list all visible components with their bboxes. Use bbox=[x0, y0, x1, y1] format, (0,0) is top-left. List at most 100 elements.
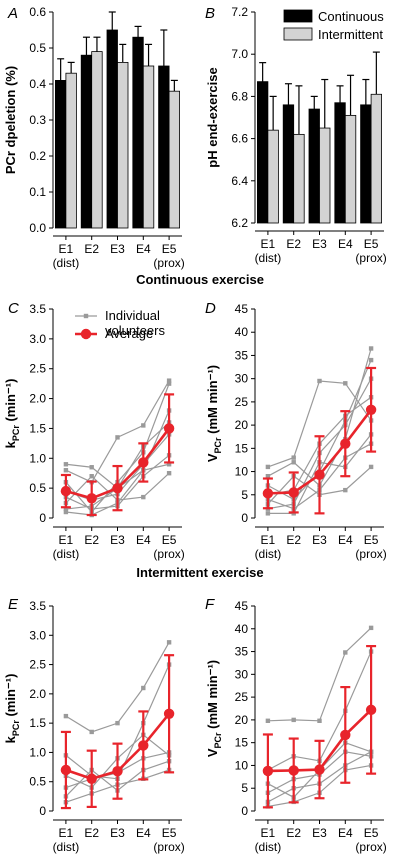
x-tick-label: E1 bbox=[59, 242, 74, 256]
average-point bbox=[365, 404, 377, 415]
x-tick-sublabel: (dist) bbox=[255, 251, 282, 265]
average-point bbox=[288, 487, 299, 498]
x-tick-label: E1 bbox=[261, 826, 276, 840]
bar-continuous bbox=[256, 81, 269, 224]
x-tick-label: E1 bbox=[59, 533, 74, 547]
y-tick-label: 40 bbox=[235, 325, 249, 339]
bar-continuous bbox=[360, 104, 372, 224]
legend-marker-individual bbox=[83, 313, 89, 319]
average-point bbox=[262, 765, 274, 777]
x-tick-label: E2 bbox=[286, 533, 301, 547]
bar-intermittent bbox=[65, 72, 77, 229]
individual-point bbox=[317, 378, 322, 384]
bar-continuous bbox=[106, 29, 118, 229]
section-title-continuous: Continuous exercise bbox=[136, 272, 264, 287]
y-tick-label: 30 bbox=[235, 372, 249, 386]
y-tick-label: 6.4 bbox=[231, 174, 248, 188]
bar-intermittent bbox=[267, 129, 279, 224]
y-tick-label: 0.2 bbox=[29, 149, 46, 163]
individual-point bbox=[166, 381, 172, 386]
y-tick-label: 35 bbox=[235, 645, 249, 659]
legend-label-individual-2: volunteers bbox=[105, 323, 165, 338]
average-point bbox=[365, 704, 377, 716]
average-point bbox=[86, 773, 97, 784]
y-tick-label: 0.5 bbox=[29, 481, 46, 495]
y-tick-label: 10 bbox=[235, 758, 249, 772]
legend-bars: Continuous Intermittent bbox=[283, 9, 384, 42]
individual-point bbox=[63, 506, 69, 512]
individual-point bbox=[265, 718, 271, 723]
individual-point bbox=[89, 465, 94, 470]
y-tick-label: 3.5 bbox=[29, 599, 46, 613]
y-tick-label: 1.0 bbox=[29, 745, 46, 759]
y-tick-label: 6.6 bbox=[231, 132, 248, 146]
bar-intermittent bbox=[370, 93, 383, 224]
panel-letter-a: A bbox=[7, 5, 18, 22]
panel-e: E 0 0.5 1.0 1.5 2.0 2.5 3.0 3.5 E1(dist) E2 E3 E4 E5(… bbox=[3, 596, 185, 854]
bar-intermittent bbox=[168, 90, 181, 229]
individual-point bbox=[89, 729, 94, 735]
bar-continuous bbox=[308, 108, 320, 224]
y-tick-label: 30 bbox=[235, 667, 249, 681]
y-tick-label: 3.0 bbox=[29, 332, 46, 346]
y-tick-label: 0 bbox=[39, 511, 46, 525]
individual-point bbox=[291, 717, 296, 723]
bar-continuous bbox=[282, 104, 295, 224]
x-tick-sublabel: (prox) bbox=[153, 547, 184, 561]
individual-point bbox=[141, 494, 146, 500]
individual-point bbox=[343, 650, 348, 655]
y-tick-label: 1.5 bbox=[29, 716, 46, 730]
bar-intermittent bbox=[344, 114, 357, 224]
individual-point bbox=[343, 381, 348, 386]
individual-point bbox=[317, 718, 322, 723]
y-axis-label: PCr dpeletion (%) bbox=[3, 66, 18, 174]
average-point bbox=[138, 740, 149, 751]
y-tick-label: 25 bbox=[235, 690, 249, 704]
individual-point bbox=[368, 346, 374, 351]
y-tick-label: 0 bbox=[241, 804, 248, 818]
individual-point bbox=[166, 462, 172, 467]
x-tick-label: E2 bbox=[286, 237, 301, 251]
x-tick-label: E2 bbox=[84, 826, 99, 840]
y-tick-label: 0.4 bbox=[29, 77, 46, 91]
x-tick-label: E4 bbox=[338, 533, 353, 547]
x-tick-label: E3 bbox=[312, 533, 327, 547]
x-tick-label: E1 bbox=[59, 826, 74, 840]
y-axis-label: VPCr (mM min⁻¹) bbox=[205, 660, 223, 757]
average-point bbox=[60, 764, 72, 776]
x-tick-label: E2 bbox=[84, 242, 99, 256]
y-tick-label: 7.0 bbox=[231, 47, 248, 61]
average-point bbox=[262, 488, 274, 499]
panel-letter-b: B bbox=[205, 5, 215, 22]
individual-point bbox=[265, 511, 271, 516]
average-point bbox=[163, 423, 175, 434]
legend-label-average: Average bbox=[105, 326, 153, 341]
individual-point bbox=[265, 464, 271, 470]
legend-label-continuous: Continuous bbox=[318, 9, 384, 24]
y-axis-label: pH end-exercise bbox=[205, 67, 220, 167]
x-tick-label: E5 bbox=[162, 826, 177, 840]
individual-point bbox=[343, 487, 348, 493]
x-tick-label: E3 bbox=[312, 826, 327, 840]
x-tick-label: E5 bbox=[162, 533, 177, 547]
panel-letter-f: F bbox=[205, 596, 215, 613]
y-tick-label: 6.2 bbox=[231, 216, 248, 230]
x-tick-sublabel: (prox) bbox=[153, 256, 184, 270]
y-tick-label: 1.0 bbox=[29, 451, 46, 465]
x-tick-label: E3 bbox=[110, 826, 125, 840]
bar-continuous bbox=[132, 36, 144, 229]
x-tick-label: E5 bbox=[364, 826, 379, 840]
panel-f: F 0 5 10 15 20 25 30 35 40 45 E1(dist) E2 E3 E4 E5(prox… bbox=[205, 596, 387, 854]
y-tick-label: 0 bbox=[241, 511, 248, 525]
legend-marker-average bbox=[80, 328, 92, 340]
individual-point bbox=[115, 720, 120, 726]
individual-point bbox=[141, 423, 146, 428]
panel-d: D 0 5 10 15 20 25 30 35 40 45 E1(dist) E2 E3 E4 E5(prox… bbox=[205, 300, 387, 561]
average-point bbox=[314, 764, 325, 775]
panel-c: C 0 0.5 1.0 1.5 2.0 2.5 3.0 3.5 E1(dist) E2 E3 E4 E5(… bbox=[3, 300, 185, 561]
bar-continuous bbox=[80, 54, 93, 229]
x-tick-label: E2 bbox=[84, 533, 99, 547]
individual-point bbox=[141, 685, 146, 691]
panel-letter-c: C bbox=[8, 300, 19, 317]
